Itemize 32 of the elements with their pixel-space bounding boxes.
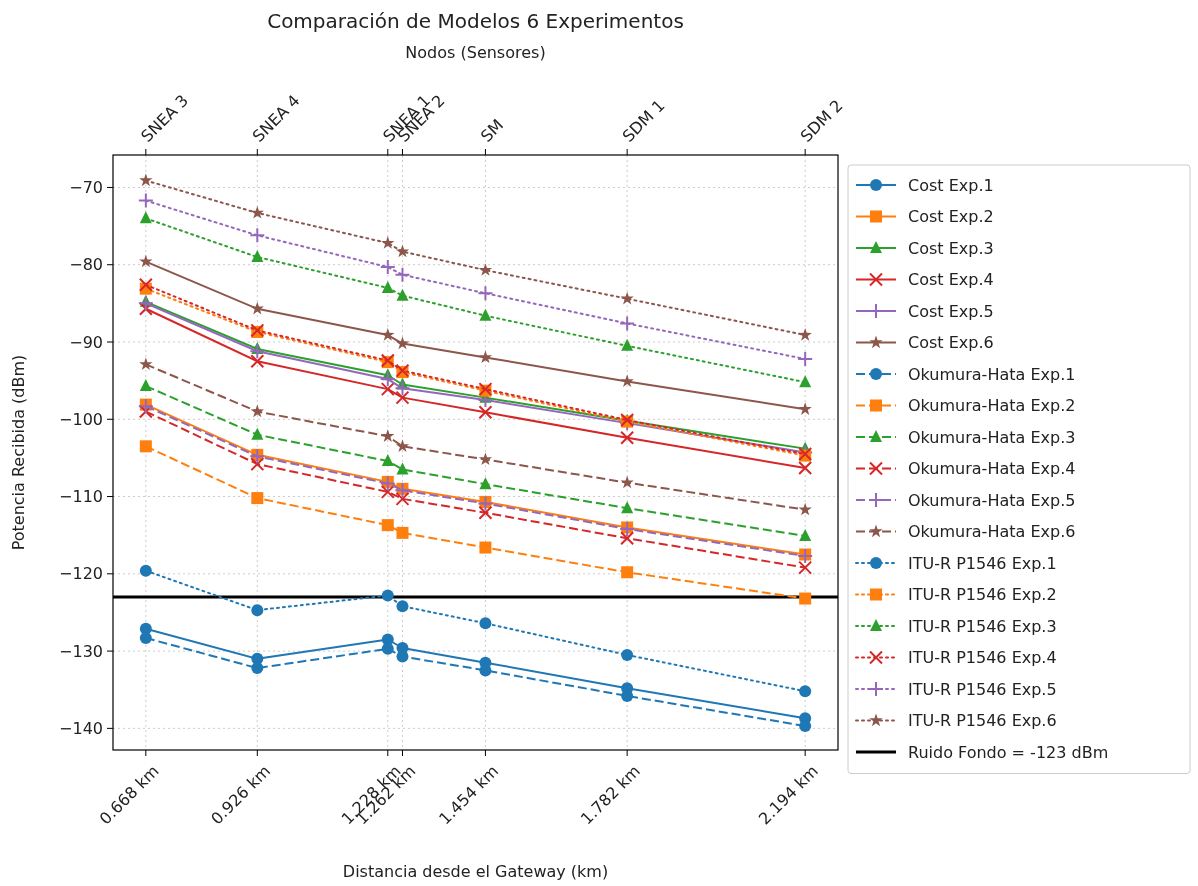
legend-label: Cost Exp.1 — [908, 175, 994, 195]
x2-axis-title: Nodos (Sensores) — [405, 43, 546, 62]
legend-label: ITU-R P1546 Exp.1 — [908, 553, 1057, 573]
legend-label: Ruido Fondo = -123 dBm — [908, 742, 1109, 762]
y-axis-title: Potencia Recibida (dBm) — [9, 354, 28, 551]
legend-label: Cost Exp.2 — [908, 207, 994, 227]
y-tick-label: −70 — [69, 178, 103, 198]
y-tick-label: −90 — [69, 332, 103, 352]
legend-label: Okumura-Hata Exp.3 — [908, 427, 1076, 447]
x-axis-title: Distancia desde el Gateway (km) — [342, 862, 609, 881]
y-tick-label: −100 — [59, 409, 103, 429]
y-tick-label: −120 — [59, 564, 103, 584]
legend-label: ITU-R P1546 Exp.5 — [908, 679, 1057, 699]
legend-label: Okumura-Hata Exp.2 — [908, 396, 1076, 416]
legend-label: Okumura-Hata Exp.4 — [908, 459, 1076, 479]
y-tick-label: −110 — [59, 487, 103, 507]
chart-title: Comparación de Modelos 6 Experimentos — [267, 9, 684, 33]
legend-label: Cost Exp.3 — [908, 238, 994, 258]
legend-label: Okumura-Hata Exp.5 — [908, 490, 1076, 510]
legend-label: Okumura-Hata Exp.1 — [908, 364, 1076, 384]
legend-label: ITU-R P1546 Exp.4 — [908, 648, 1057, 668]
text: SM — [476, 115, 508, 146]
legend-label: Cost Exp.5 — [908, 301, 994, 321]
legend-label: ITU-R P1546 Exp.6 — [908, 711, 1057, 731]
legend-label: Cost Exp.6 — [908, 333, 994, 353]
y-tick-label: −130 — [59, 641, 103, 661]
legend-label: ITU-R P1546 Exp.2 — [908, 585, 1057, 605]
y-tick-label: −80 — [69, 255, 103, 275]
legend-label: ITU-R P1546 Exp.3 — [908, 616, 1057, 636]
legend-label: Cost Exp.4 — [908, 270, 994, 290]
legend-label: Okumura-Hata Exp.6 — [908, 522, 1076, 542]
y-tick-label: −140 — [59, 718, 103, 738]
